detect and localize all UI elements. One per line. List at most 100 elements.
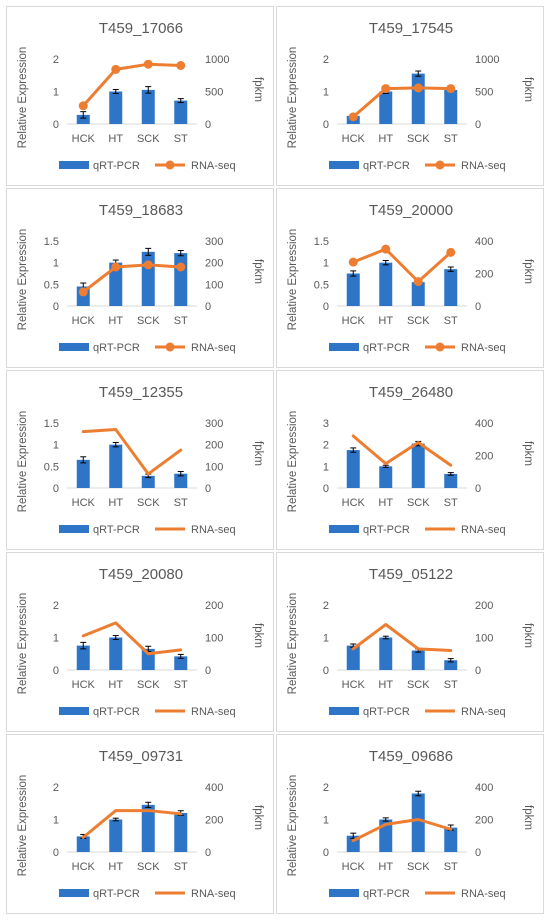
- legend-bar-swatch: [329, 525, 359, 533]
- x-tick-label: SCK: [407, 133, 430, 145]
- x-tick-label: HT: [378, 861, 393, 873]
- bar: [109, 91, 123, 124]
- y2-tick-label: 400: [475, 418, 493, 430]
- chart-svg: T459_26480 Relative Expression fpkm 0 1 2 3 0 20…: [287, 384, 534, 536]
- y-tick-label: 0: [53, 665, 59, 677]
- legend-bar-swatch: [59, 889, 89, 897]
- y-tick-label: 2: [53, 782, 59, 794]
- chart-title: T459_26480: [369, 384, 453, 401]
- legend-label: RNA-seq: [461, 160, 506, 172]
- chart-title: T459_20000: [369, 202, 453, 219]
- legend-line-marker: [435, 342, 445, 352]
- y2-tick-label: 200: [475, 815, 493, 827]
- legend-label: RNA-seq: [191, 524, 236, 536]
- y-tick-label: 1.5: [314, 236, 329, 248]
- line-marker: [111, 64, 121, 74]
- legend-label: qRT-PCR: [363, 524, 410, 536]
- y-tick-label: 1.5: [44, 236, 59, 248]
- line-marker: [413, 83, 423, 93]
- legend-label: RNA-seq: [191, 342, 236, 354]
- x-tick-label: HCK: [342, 133, 366, 145]
- bar: [174, 473, 188, 488]
- x-tick-label: HT: [378, 679, 393, 691]
- line-marker: [381, 244, 391, 254]
- x-tick-label: ST: [174, 133, 188, 145]
- x-tick-label: ST: [444, 679, 458, 691]
- y-tick-label: 0: [323, 119, 329, 131]
- y-tick-label: 1.5: [44, 418, 59, 430]
- bar: [141, 251, 155, 306]
- y-axis-label: Relative Expression: [287, 47, 299, 149]
- chart-svg: T459_18683 Relative Expression fpkm 0 0.5 1 1.…: [17, 202, 264, 354]
- y2-tick-label: 0: [205, 847, 211, 859]
- line-marker: [143, 59, 153, 69]
- legend-bar-swatch: [59, 161, 89, 169]
- x-tick-label: HT: [378, 133, 393, 145]
- y-tick-label: 0: [323, 847, 329, 859]
- x-tick-label: SCK: [137, 497, 160, 509]
- y2-tick-label: 500: [205, 87, 223, 99]
- x-tick-label: SCK: [407, 679, 430, 691]
- chart-panel: T459_12355 Relative Expression fpkm 0 0.5 1 1.…: [6, 370, 274, 550]
- y2-tick-label: 200: [475, 600, 493, 612]
- chart-title: T459_17545: [369, 20, 453, 37]
- chart-title: T459_12355: [99, 384, 183, 401]
- x-tick-label: HCK: [72, 679, 96, 691]
- y2-tick-label: 1000: [205, 54, 229, 66]
- y-tick-label: 0: [53, 119, 59, 131]
- chart-panel: T459_26480 Relative Expression fpkm 0 1 2 3 0 20…: [276, 370, 544, 550]
- series-line: [351, 623, 453, 652]
- legend-label: qRT-PCR: [363, 888, 410, 900]
- bar: [411, 282, 425, 306]
- series-line: [81, 263, 183, 294]
- x-tick-label: ST: [174, 679, 188, 691]
- bar: [109, 637, 123, 670]
- y-tick-label: 1: [323, 258, 329, 270]
- legend-bar-swatch: [329, 343, 359, 351]
- y2-tick-label: 400: [475, 236, 493, 248]
- chart-title: T459_20080: [99, 566, 183, 583]
- y-tick-label: 3: [323, 418, 329, 430]
- y2-axis-label: fpkm: [252, 441, 264, 466]
- series-line: [81, 621, 183, 656]
- x-tick-label: HCK: [72, 133, 96, 145]
- chart-panel: T459_05122 Relative Expression fpkm 0 1 2 0 100…: [276, 552, 544, 732]
- y-tick-label: 1: [53, 258, 59, 270]
- y-tick-label: 0: [323, 665, 329, 677]
- y-axis-label: Relative Expression: [287, 411, 299, 513]
- y2-axis-label: fpkm: [522, 441, 534, 466]
- y2-tick-label: 200: [475, 451, 493, 463]
- y2-axis-label: fpkm: [522, 805, 534, 830]
- y2-tick-label: 0: [205, 483, 211, 495]
- x-tick-label: SCK: [137, 133, 160, 145]
- y-tick-label: 1: [323, 461, 329, 473]
- y-axis-label: Relative Expression: [287, 775, 299, 877]
- y2-tick-label: 1000: [475, 54, 499, 66]
- legend-line-marker: [165, 342, 175, 352]
- bar: [76, 645, 90, 670]
- legend-bar-swatch: [59, 525, 89, 533]
- x-tick-label: HT: [378, 497, 393, 509]
- y-tick-label: 1: [53, 440, 59, 452]
- y-axis-label: Relative Expression: [17, 47, 29, 149]
- line-marker: [413, 277, 423, 287]
- bar: [141, 804, 155, 852]
- y2-tick-label: 200: [205, 440, 223, 452]
- y2-tick-label: 0: [205, 665, 211, 677]
- y-axis-label: Relative Expression: [17, 593, 29, 695]
- x-tick-label: ST: [174, 861, 188, 873]
- bar: [76, 836, 90, 852]
- line-marker: [78, 287, 88, 297]
- legend-bar-swatch: [329, 889, 359, 897]
- bar: [109, 262, 123, 306]
- y2-tick-label: 400: [475, 782, 493, 794]
- y2-tick-label: 0: [205, 301, 211, 313]
- x-tick-label: HCK: [72, 497, 96, 509]
- x-tick-label: ST: [174, 315, 188, 327]
- bar: [379, 466, 393, 488]
- legend-label: RNA-seq: [461, 524, 506, 536]
- bar: [346, 645, 360, 670]
- x-tick-label: SCK: [407, 315, 430, 327]
- legend-line-marker: [435, 160, 445, 170]
- bar: [444, 89, 458, 124]
